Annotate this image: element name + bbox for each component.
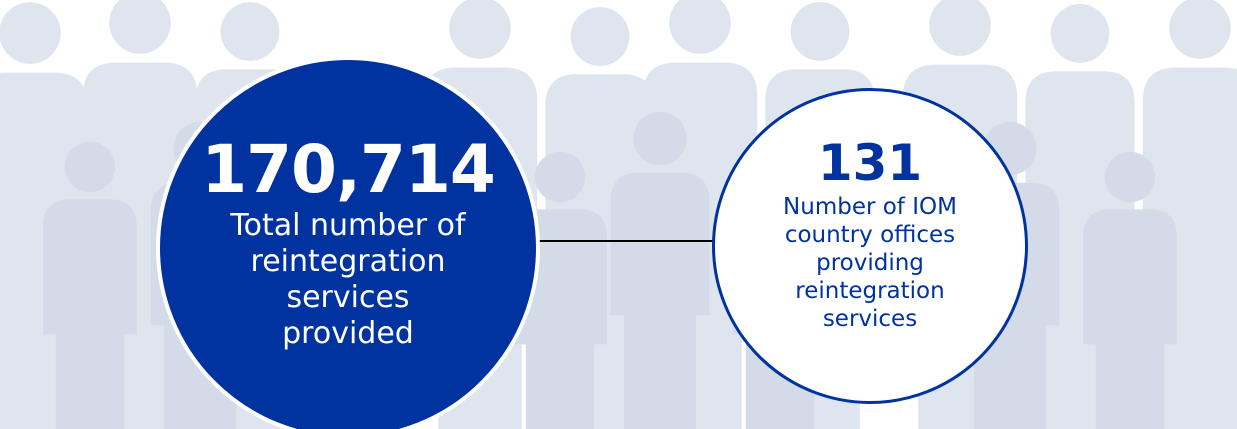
person-head [669,0,731,54]
person-head [1050,4,1110,63]
person-head [633,111,687,166]
stat-label: Number of IOM country offices providing … [783,194,957,332]
person-body [1083,209,1177,429]
person-silhouette [1083,151,1177,429]
person-head [929,0,991,56]
stat-value: 131 [817,134,923,192]
person-head [570,7,630,66]
person-silhouette [610,111,710,429]
stat-circle: 131 Number of IOM country offices provid… [712,88,1028,404]
person-head [449,0,511,59]
stat-value: 170,714 [201,131,496,208]
person-head [0,2,61,64]
person-body [610,172,710,429]
person-head [1169,0,1231,59]
person-head [109,0,171,54]
stat-label: Total number of reintegration services p… [230,208,466,351]
person-head [64,141,116,193]
stat-circle: 170,714 Total number of reintegration se… [156,56,540,429]
person-head [790,2,850,61]
person-head [1104,151,1156,203]
person-silhouette [43,141,137,429]
person-body [43,199,137,429]
person-head [220,2,280,61]
person-head [534,151,586,203]
